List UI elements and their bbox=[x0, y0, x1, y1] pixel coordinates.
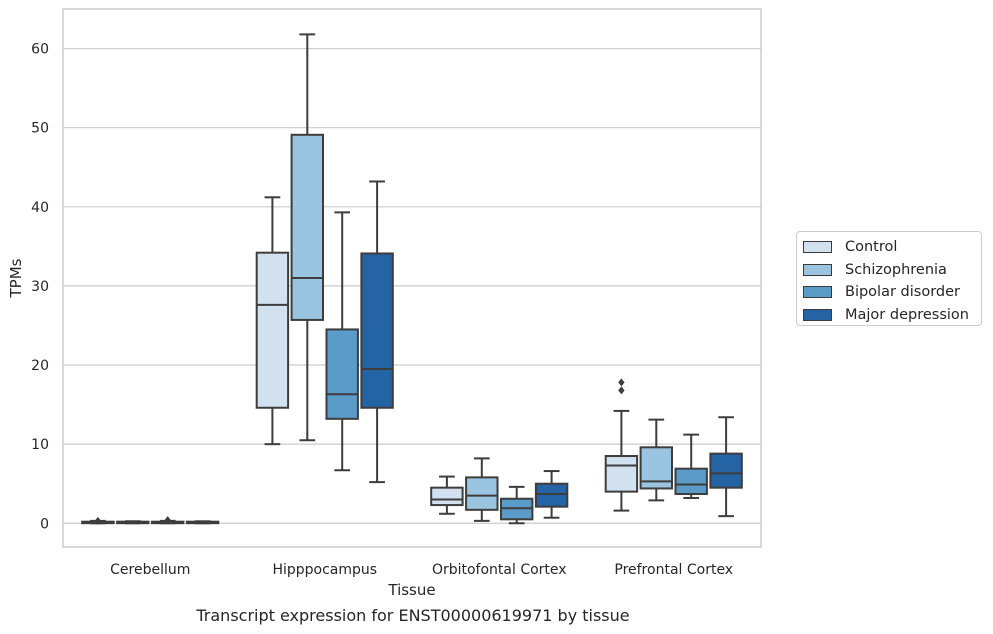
box-body bbox=[360, 252, 394, 409]
legend-label: Schizophrenia bbox=[845, 261, 947, 278]
y-tick-label: 60 bbox=[31, 42, 49, 58]
box-2-1 bbox=[116, 520, 150, 525]
box-3-2 bbox=[325, 211, 359, 472]
chart-caption: Transcript expression for ENST0000061997… bbox=[196, 606, 630, 625]
box-body bbox=[465, 476, 499, 511]
x-tick-label: Prefrontal Cortex bbox=[614, 562, 733, 578]
y-tick-label: 10 bbox=[31, 437, 49, 453]
box-2-2 bbox=[290, 33, 325, 442]
legend-swatch bbox=[803, 286, 832, 299]
box-body bbox=[674, 467, 708, 495]
box-body bbox=[709, 452, 743, 489]
y-tick-label: 20 bbox=[31, 358, 49, 374]
box-1-2 bbox=[255, 196, 290, 446]
box-2-3 bbox=[465, 457, 499, 522]
legend-swatch bbox=[803, 308, 832, 321]
outlier-point bbox=[94, 516, 102, 525]
box-body bbox=[290, 133, 325, 321]
box-1-1 bbox=[81, 516, 115, 525]
box-1-3 bbox=[430, 475, 464, 515]
x-tick-label: Hipppocampus bbox=[272, 562, 377, 578]
y-tick-label: 30 bbox=[31, 279, 49, 295]
legend-swatch bbox=[803, 263, 832, 276]
box-4-4 bbox=[709, 416, 743, 518]
plot-frame bbox=[62, 8, 762, 548]
outlier-point bbox=[618, 386, 625, 395]
y-tick-labels: 0 10 20 30 40 50 60 bbox=[31, 42, 49, 533]
y-tick-label: 0 bbox=[40, 516, 49, 532]
box-3-3 bbox=[499, 485, 534, 525]
box-4-2 bbox=[360, 180, 394, 484]
legend-label: Control bbox=[845, 239, 898, 256]
box-body bbox=[430, 486, 464, 507]
box-body bbox=[534, 482, 569, 508]
y-tick-label: 50 bbox=[31, 121, 49, 137]
box-body bbox=[325, 328, 359, 420]
legend-swatch bbox=[803, 241, 832, 254]
legend-item: Bipolar disorder bbox=[803, 281, 981, 304]
legend-label: Major depression bbox=[845, 306, 969, 323]
legend: Control Schizophrenia Bipolar disorder Majo… bbox=[796, 231, 982, 326]
box-4-1 bbox=[185, 520, 220, 525]
gridlines bbox=[63, 47, 761, 524]
legend-item: Schizophrenia bbox=[803, 259, 981, 282]
box-1-4 bbox=[604, 378, 639, 512]
x-tick-label: Cerebellum bbox=[110, 562, 190, 578]
x-tick-labels: Cerebellum Hipppocampus Orbitofontal Corte… bbox=[110, 562, 733, 578]
y-axis-title: TPMs bbox=[7, 258, 25, 298]
box-3-1 bbox=[150, 516, 185, 525]
legend-item: Control bbox=[803, 236, 981, 259]
outlier-point bbox=[618, 378, 625, 387]
y-tick-label: 40 bbox=[31, 200, 49, 216]
box-2-4 bbox=[639, 418, 674, 502]
box-body bbox=[604, 455, 639, 493]
boxes bbox=[81, 33, 743, 525]
x-tick-label: Orbitofontal Cortex bbox=[432, 562, 567, 578]
legend-label: Bipolar disorder bbox=[845, 284, 960, 301]
x-axis-title: Tissue bbox=[387, 581, 435, 599]
legend-item: Major depression bbox=[803, 304, 981, 327]
outlier-point bbox=[164, 516, 171, 525]
box-3-4 bbox=[674, 433, 708, 499]
box-body bbox=[255, 251, 290, 409]
box-4-3 bbox=[534, 470, 569, 519]
